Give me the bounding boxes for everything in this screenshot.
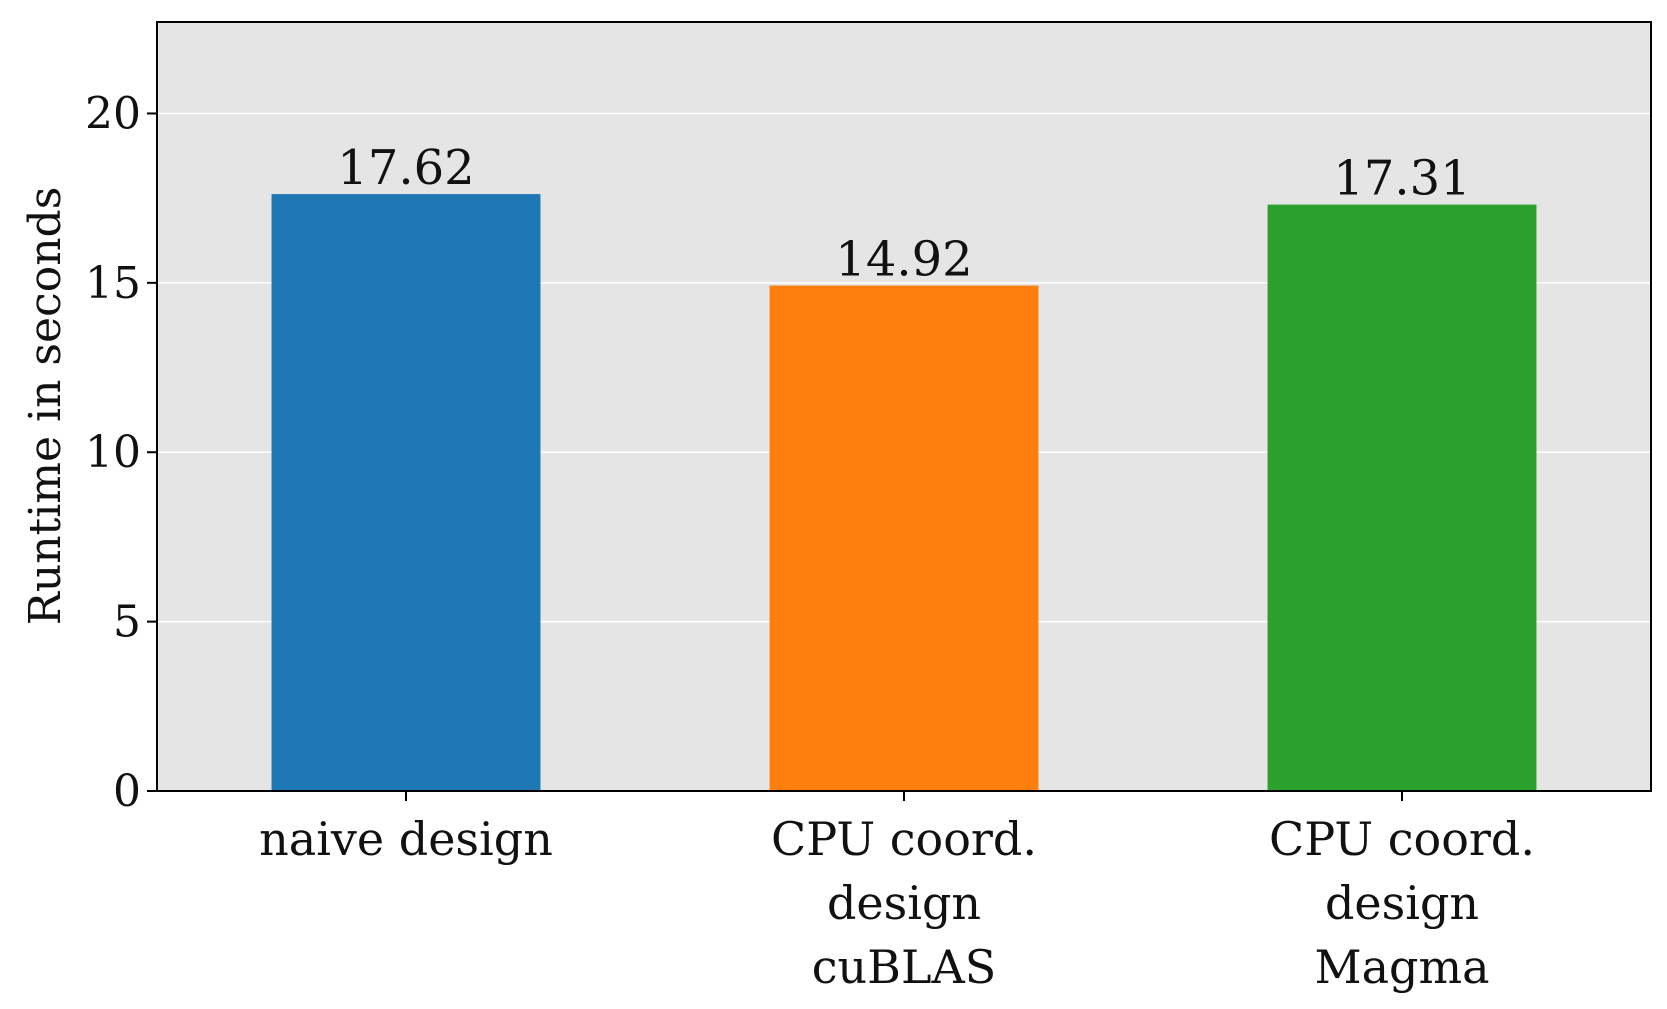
y-axis: 0 5 10 15 20 <box>85 88 157 817</box>
bar-value-label: 17.31 <box>1333 151 1470 207</box>
bar-value-label: 14.92 <box>835 232 972 288</box>
bar-value-label: 17.62 <box>337 140 474 196</box>
bar <box>271 194 541 792</box>
bar-value-labels: 17.62 14.92 17.31 <box>337 140 1470 287</box>
bar <box>769 285 1039 791</box>
x-tick-label: Magma <box>1314 940 1489 994</box>
x-axis: naive design CPU coord. design cuBLAS CPU co… <box>259 791 1535 994</box>
y-tick-label: 10 <box>85 427 141 478</box>
x-tick-label: CPU coord. <box>1269 812 1535 866</box>
y-tick-label: 15 <box>85 258 141 309</box>
x-tick-label: design <box>1325 876 1479 930</box>
y-tick-label: 0 <box>113 766 141 817</box>
bars <box>271 194 1537 792</box>
y-tick-label: 20 <box>85 88 141 139</box>
x-tick-label: cuBLAS <box>812 940 996 994</box>
bar <box>1267 204 1537 791</box>
x-tick-label: CPU coord. <box>771 812 1037 866</box>
x-tick-label: naive design <box>259 812 553 866</box>
x-tick-label: design <box>827 876 981 930</box>
y-axis-label: Runtime in seconds <box>20 187 71 626</box>
y-tick-label: 5 <box>113 597 141 648</box>
